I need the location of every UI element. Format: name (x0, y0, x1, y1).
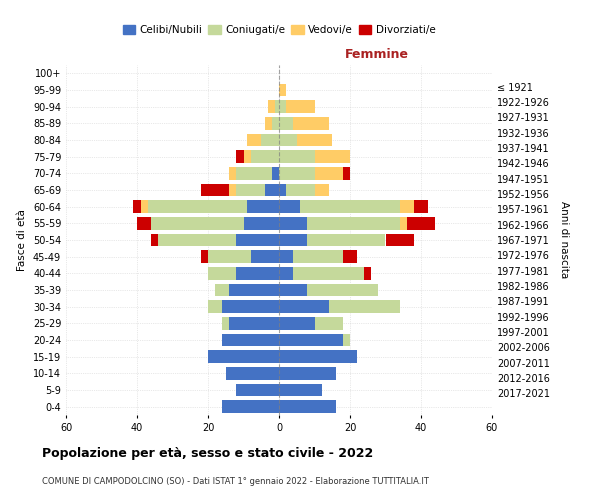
Bar (279, 217, 307, 230)
Bar (236, 167, 272, 179)
Bar (247, 134, 261, 146)
Text: Popolazione per età, sesso e stato civile - 2022: Popolazione per età, sesso e stato civil… (42, 448, 373, 460)
Bar (343, 250, 357, 263)
Bar (226, 367, 279, 380)
Bar (275, 100, 279, 113)
Bar (137, 217, 151, 230)
Bar (407, 217, 435, 230)
Bar (158, 234, 236, 246)
Bar (279, 167, 314, 179)
Bar (244, 150, 251, 163)
Bar (343, 167, 350, 179)
Bar (329, 300, 400, 313)
Bar (279, 150, 314, 163)
Text: COMUNE DI CAMPODOLCINO (SO) - Dati ISTAT 1° gennaio 2022 - Elaborazione TUTTITAL: COMUNE DI CAMPODOLCINO (SO) - Dati ISTAT… (42, 478, 429, 486)
Bar (201, 184, 229, 196)
Bar (236, 267, 279, 280)
Bar (279, 367, 336, 380)
Bar (279, 134, 297, 146)
Bar (286, 184, 314, 196)
Bar (307, 234, 385, 246)
Bar (229, 284, 279, 296)
Bar (133, 200, 140, 213)
Bar (307, 284, 379, 296)
Bar (400, 200, 414, 213)
Bar (314, 317, 343, 330)
Bar (208, 267, 236, 280)
Bar (279, 334, 343, 346)
Bar (265, 117, 272, 130)
Bar (279, 100, 286, 113)
Bar (286, 100, 314, 113)
Bar (208, 250, 251, 263)
Bar (247, 200, 279, 213)
Bar (236, 384, 279, 396)
Bar (272, 117, 279, 130)
Bar (208, 350, 279, 363)
Bar (272, 167, 279, 179)
Bar (236, 234, 279, 246)
Bar (236, 150, 244, 163)
Bar (279, 84, 286, 96)
Bar (151, 217, 244, 230)
Bar (343, 334, 350, 346)
Bar (222, 334, 279, 346)
Bar (222, 300, 279, 313)
Y-axis label: Anni di nascita: Anni di nascita (559, 202, 569, 278)
Bar (208, 300, 222, 313)
Bar (414, 200, 428, 213)
Bar (279, 317, 314, 330)
Bar (201, 250, 208, 263)
Bar (279, 200, 301, 213)
Bar (279, 284, 307, 296)
Y-axis label: Fasce di età: Fasce di età (17, 209, 27, 271)
Bar (215, 284, 229, 296)
Bar (244, 217, 279, 230)
Bar (279, 184, 286, 196)
Bar (307, 217, 400, 230)
Bar (222, 317, 229, 330)
Bar (279, 384, 322, 396)
Bar (236, 184, 265, 196)
Bar (261, 134, 279, 146)
Bar (293, 117, 329, 130)
Bar (279, 300, 329, 313)
Bar (400, 217, 407, 230)
Text: Femmine: Femmine (345, 48, 409, 62)
Bar (301, 200, 400, 213)
Bar (314, 184, 329, 196)
Bar (140, 200, 148, 213)
Bar (251, 250, 279, 263)
Bar (151, 234, 158, 246)
Bar (293, 250, 343, 263)
Bar (268, 100, 275, 113)
Bar (229, 167, 236, 179)
Legend: Celibi/Nubili, Coniugati/e, Vedovi/e, Divorziati/e: Celibi/Nubili, Coniugati/e, Vedovi/e, Di… (118, 21, 440, 40)
Bar (364, 267, 371, 280)
Bar (279, 267, 293, 280)
Bar (279, 400, 336, 413)
Bar (279, 234, 307, 246)
Bar (297, 134, 332, 146)
Bar (148, 200, 247, 213)
Bar (279, 250, 293, 263)
Bar (222, 400, 279, 413)
Bar (229, 184, 236, 196)
Bar (314, 150, 350, 163)
Bar (386, 234, 414, 246)
Bar (314, 167, 343, 179)
Bar (265, 184, 279, 196)
Bar (293, 267, 364, 280)
Bar (229, 317, 279, 330)
Bar (279, 350, 357, 363)
Bar (279, 117, 293, 130)
Bar (251, 150, 279, 163)
